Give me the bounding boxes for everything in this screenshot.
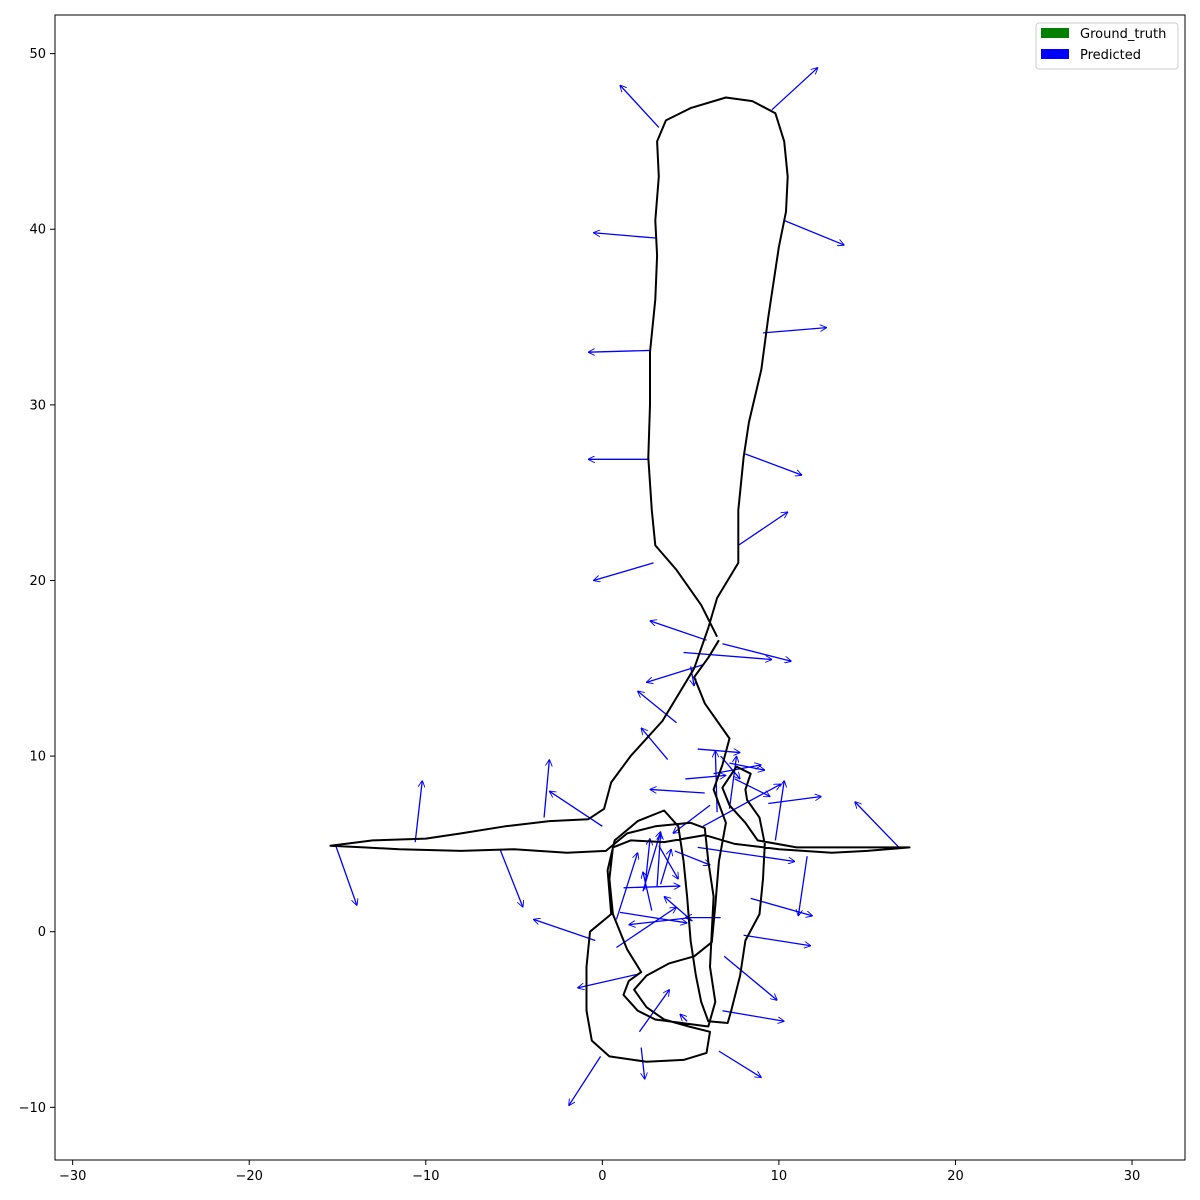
predicted-arrow-34: [335, 845, 357, 906]
predicted-arrow-28: [768, 796, 821, 805]
predicted-arrow-24: [729, 762, 764, 770]
y-axis: −10 0 10 20 30 40 50: [19, 47, 55, 1116]
predicted-arrow-46: [659, 849, 672, 885]
predicted-arrow-33: [414, 781, 422, 843]
predicted-arrow-5: [762, 328, 827, 334]
predicted-arrow-59: [569, 1056, 602, 1105]
predicted-arrow-8: [737, 512, 787, 546]
legend-swatch-ground-truth: [1041, 28, 1069, 38]
legend-swatch-predicted: [1041, 49, 1069, 59]
predicted-arrow-58: [641, 1047, 645, 1080]
predicted-arrow-30: [697, 846, 795, 861]
predicted-arrow-56: [638, 990, 669, 1033]
legend-box: [1035, 22, 1179, 70]
predicted-arrow-38: [619, 911, 687, 923]
predicted-arrow-45: [615, 853, 637, 920]
x-tick-label-4: 10: [771, 1169, 788, 1184]
y-tick-label-3: 20: [29, 574, 46, 589]
predicted-arrow-0: [620, 85, 660, 128]
predicted-arrow-3: [783, 219, 844, 245]
predicted-arrow-51: [743, 934, 811, 946]
predicted-arrow-32: [543, 760, 549, 818]
predicted-arrow-14: [691, 666, 695, 686]
predicted-arrow-50: [798, 856, 808, 916]
plot-area: [54, 14, 1186, 1161]
predicted-arrow-61: [629, 917, 691, 925]
legend-label-ground-truth: Ground_truth: [1080, 27, 1166, 42]
predicted-arrow-18: [713, 765, 762, 775]
predicted-arrow-29: [774, 781, 784, 841]
plot-frame: [54, 14, 1186, 1161]
x-tick-label-0: −30: [59, 1169, 86, 1184]
x-axis: −30 −20 −10 0 10 20 30: [59, 1160, 1140, 1184]
y-tick-label-4: 30: [29, 398, 46, 413]
predicted-arrow-2: [594, 233, 656, 239]
predicted-arrow-35: [499, 848, 523, 907]
predicted-arrow-37: [616, 907, 676, 949]
predicted-arrow-31: [549, 791, 603, 827]
predicted-arrow-54: [680, 1014, 688, 1022]
predicted-arrow-44: [674, 850, 710, 865]
predicted-arrow-48: [643, 872, 653, 911]
x-tick-label-1: −20: [236, 1169, 263, 1184]
legend-label-predicted: Predicted: [1080, 48, 1141, 63]
predicted-arrow-52: [723, 955, 777, 1000]
x-tick-label-3: 0: [598, 1169, 606, 1184]
x-tick-label-2: −10: [412, 1169, 439, 1184]
x-tick-label-6: 30: [1124, 1169, 1141, 1184]
y-tick-label-0: −10: [19, 1101, 46, 1116]
x-tick-label-5: 20: [947, 1169, 964, 1184]
legend: Ground_truth Predicted: [1035, 22, 1179, 70]
y-tick-label-2: 10: [29, 750, 46, 765]
plot-background: [55, 15, 1185, 1160]
predicted-arrow-9: [594, 562, 654, 581]
predicted-arrow-55: [718, 1050, 761, 1077]
predicted-arrow-4: [588, 350, 651, 352]
trajectory-line: [329, 96, 911, 1063]
predicted-arrow-15: [638, 691, 677, 724]
predicted-arrow-1: [771, 68, 818, 111]
predicted-arrow-57: [578, 973, 640, 988]
predicted-arrow-53: [722, 1010, 784, 1022]
y-tick-label-6: 50: [29, 47, 46, 62]
predicted-arrow-10: [650, 621, 707, 641]
predicted-arrow-27: [702, 784, 781, 827]
predicted-arrow-16: [641, 728, 669, 761]
predicted-arrow-7: [745, 453, 802, 475]
predicted-arrow-40: [623, 886, 681, 888]
y-tick-label-5: 40: [29, 223, 46, 238]
predicted-arrow-36: [533, 919, 596, 942]
predicted-arrow-25: [650, 789, 705, 794]
predicted-arrow-12: [722, 643, 791, 662]
predicted-arrow-47: [658, 845, 678, 879]
predicted-arrow-60: [855, 802, 900, 848]
y-tick-label-1: 0: [38, 925, 46, 940]
